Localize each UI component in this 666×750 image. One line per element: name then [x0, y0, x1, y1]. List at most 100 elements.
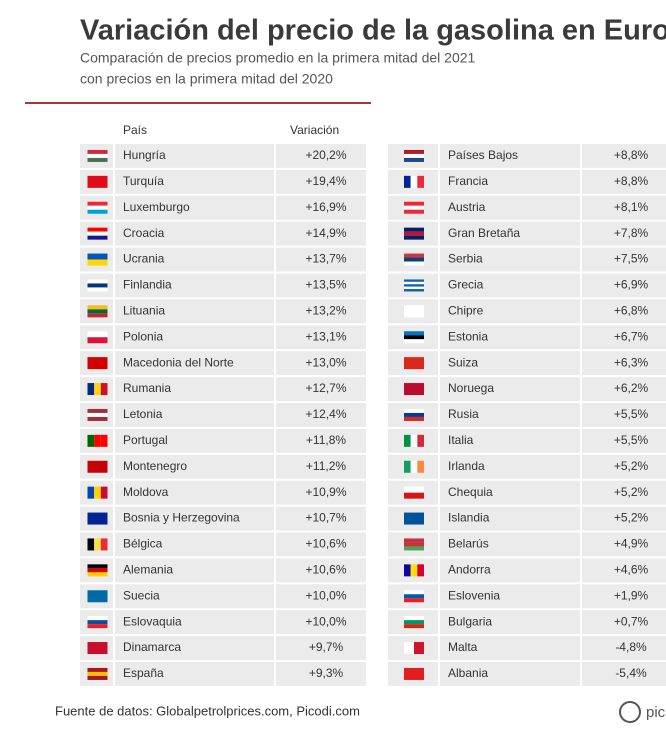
- flag: [404, 512, 424, 525]
- flag: [404, 235, 424, 240]
- title: Variación del precio de la gasolina en E…: [80, 15, 666, 47]
- cell: [276, 247, 366, 272]
- variation: +11,8%: [306, 433, 346, 447]
- flag: [404, 538, 424, 543]
- variation: +7,8%: [614, 226, 649, 240]
- variation: +13,0%: [305, 355, 346, 369]
- country: Turquía: [123, 174, 164, 188]
- flag: [87, 305, 108, 310]
- cell: [440, 480, 580, 505]
- cell: [440, 584, 580, 609]
- flag: [404, 357, 424, 370]
- variation: +10,9%: [305, 485, 346, 499]
- cell: [115, 584, 274, 609]
- cell: [115, 377, 274, 401]
- country: Ucrania: [123, 252, 165, 266]
- flag: [100, 538, 108, 551]
- flag: [87, 357, 108, 370]
- cell: [276, 480, 366, 505]
- cell: [115, 558, 274, 583]
- variation: +0,7%: [614, 614, 649, 628]
- cell: [276, 428, 366, 453]
- cell: [115, 636, 274, 660]
- cell: [440, 377, 580, 401]
- flag: [87, 279, 108, 284]
- cell: [440, 662, 580, 686]
- variation: +5,2%: [614, 459, 649, 473]
- cell: [440, 247, 580, 272]
- flag: [94, 434, 101, 447]
- cell: [582, 532, 666, 557]
- flag: [87, 309, 108, 314]
- variation: +10,6%: [305, 537, 346, 551]
- cell: [440, 506, 580, 531]
- cell: [115, 247, 274, 272]
- flag: [87, 331, 108, 338]
- cell: [582, 299, 666, 324]
- flag: [404, 383, 424, 396]
- flag: [87, 667, 108, 672]
- variation: +13,2%: [305, 304, 346, 318]
- flag: [404, 335, 424, 340]
- variation: +10,7%: [305, 511, 346, 525]
- variation: +9,7%: [309, 640, 344, 654]
- variation: +6,8%: [614, 304, 649, 318]
- variation: +13,1%: [305, 329, 346, 343]
- cell: [276, 403, 366, 427]
- cell: [115, 506, 274, 531]
- variation: +7,5%: [614, 252, 649, 266]
- country: Alemania: [123, 563, 173, 577]
- flag: [404, 305, 424, 318]
- cell: [440, 428, 580, 453]
- flag: [87, 616, 108, 621]
- variation: +4,9%: [614, 537, 649, 551]
- flag: [87, 642, 108, 655]
- flag: [404, 598, 424, 603]
- cell: [115, 454, 274, 479]
- cell: [440, 558, 580, 583]
- flag: [87, 620, 108, 625]
- flag: [410, 434, 418, 447]
- country: Suiza: [448, 355, 478, 369]
- flag: [404, 590, 424, 595]
- cell: [276, 169, 366, 194]
- logo: pic: [646, 704, 666, 721]
- cell: [582, 325, 666, 350]
- country: Andorra: [448, 563, 491, 577]
- cell: [582, 169, 666, 194]
- country: Hungría: [123, 148, 166, 162]
- cell: [582, 584, 666, 609]
- flag: [87, 201, 108, 206]
- variation: +19,4%: [305, 174, 346, 188]
- cell: [276, 273, 366, 298]
- country: Chequia: [448, 485, 493, 499]
- flag: [404, 486, 424, 493]
- flag: [404, 542, 424, 547]
- cell: [276, 584, 366, 609]
- variation: +4,6%: [614, 563, 649, 577]
- flag: [417, 175, 424, 188]
- cell: [582, 221, 666, 246]
- flag: [87, 408, 108, 413]
- cell: [115, 325, 274, 350]
- variation: +10,0%: [305, 614, 346, 628]
- flag: [414, 642, 424, 655]
- country: Austria: [448, 200, 486, 214]
- variation: +14,9%: [305, 226, 346, 240]
- cell: [440, 403, 580, 427]
- variation: +8,8%: [614, 148, 649, 162]
- flag: [94, 486, 101, 499]
- cell: [582, 454, 666, 479]
- cell: [276, 299, 366, 324]
- flag: [404, 157, 424, 162]
- country: Moldova: [123, 485, 169, 499]
- variation: -5,4%: [615, 666, 647, 680]
- flag: [404, 460, 411, 473]
- cell: [582, 558, 666, 583]
- country: Italia: [448, 433, 474, 447]
- cell: [440, 195, 580, 220]
- flag: [87, 590, 108, 603]
- cell: [276, 610, 366, 635]
